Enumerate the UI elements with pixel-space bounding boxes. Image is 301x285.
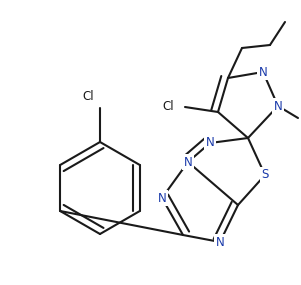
- Text: S: S: [261, 168, 269, 182]
- Text: Cl: Cl: [82, 89, 94, 103]
- Text: N: N: [259, 66, 267, 78]
- Text: N: N: [274, 99, 282, 113]
- Text: N: N: [184, 156, 192, 168]
- Text: N: N: [206, 137, 214, 150]
- Text: Cl: Cl: [162, 101, 174, 113]
- Text: N: N: [216, 235, 224, 249]
- Text: N: N: [158, 192, 166, 205]
